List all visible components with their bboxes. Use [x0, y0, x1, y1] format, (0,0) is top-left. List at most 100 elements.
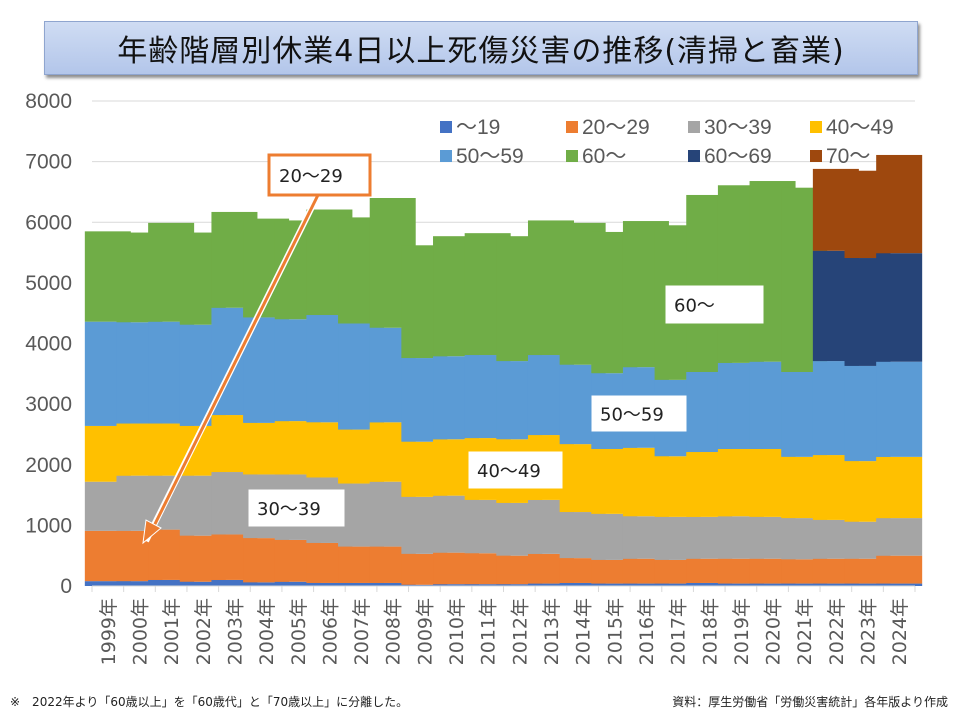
legend-swatch	[688, 150, 700, 162]
bar-segment	[369, 582, 416, 586]
y-tick-label: 7000	[25, 151, 72, 174]
annotation-callout: 20～29	[142, 153, 372, 545]
x-tick-label: 2017年	[668, 598, 690, 665]
bar-segment	[148, 579, 195, 586]
bar-segment	[179, 581, 226, 586]
x-tick-label: 2021年	[794, 598, 816, 665]
y-tick-label: 2000	[25, 454, 72, 477]
annotation-label: 30～39	[257, 499, 321, 520]
bar-segment	[306, 582, 353, 586]
annotation-callout: 30～39	[245, 486, 348, 530]
annotation-label: 40～49	[477, 461, 541, 482]
bar-segment	[591, 583, 638, 586]
x-tick-label: 2007年	[351, 598, 373, 665]
legend-label: 20～29	[582, 116, 650, 139]
bar-segment	[622, 583, 669, 586]
x-tick-label: 1999年	[98, 598, 120, 665]
bar-segment	[433, 584, 480, 586]
bar-segment	[876, 456, 923, 519]
legend-item: ～19	[440, 116, 500, 139]
x-tick-label: 2020年	[763, 598, 785, 665]
x-tick-label: 2014年	[573, 598, 595, 665]
legend-label: 50～59	[456, 145, 524, 168]
bar-segment	[749, 583, 796, 586]
chart-title: 年齢階層別休業4日以上死傷災害の推移(清掃と畜業)	[44, 21, 918, 75]
bar-segment	[338, 582, 385, 586]
y-tick-label: 0	[60, 575, 72, 598]
bar-segment	[84, 581, 131, 586]
bar-segment	[781, 583, 828, 586]
y-tick-label: 3000	[25, 393, 72, 416]
footnote-note: ※ 2022年より「60歳以上」を「60歳代」と「70歳以上」に分離した。	[10, 695, 409, 709]
legend-item: 20～29	[566, 116, 650, 139]
bar-segment	[876, 555, 923, 584]
y-axis-ticks: 0 1000 2000 3000 4000 5000 6000 7000 8000	[25, 90, 72, 598]
legend-label: ～19	[456, 116, 500, 139]
annotation-callout: 60～	[662, 282, 767, 327]
annotation-box	[662, 282, 767, 327]
x-tick-label: 2005年	[288, 598, 310, 665]
x-tick-label: 2010年	[446, 598, 468, 665]
x-tick-label: 2015年	[604, 598, 626, 665]
arrow-head-icon	[142, 519, 162, 545]
bar-segment	[686, 582, 733, 586]
x-tick-label: 2006年	[319, 598, 341, 665]
legend-swatch	[566, 121, 578, 133]
annotation-box	[588, 392, 690, 435]
annotation-box	[245, 486, 348, 530]
legend-label: 60～	[582, 145, 626, 168]
x-tick-label: 2013年	[541, 598, 563, 665]
legend-label: 70～	[826, 145, 870, 168]
annotations: 20～29 30～39 40～49 50～59 60～	[142, 153, 767, 545]
annotation-box	[465, 448, 566, 492]
legend-swatch	[440, 150, 452, 162]
bars	[84, 154, 923, 586]
bar-segment	[559, 582, 606, 586]
bar-segment	[243, 582, 290, 586]
x-tick-label: 2004年	[256, 598, 278, 665]
bar-segment	[812, 583, 859, 586]
bar-segment	[527, 583, 574, 586]
x-tick-label: 2008年	[383, 598, 405, 665]
bar-segment	[211, 579, 258, 586]
bar-stack	[876, 154, 923, 586]
bar-segment	[876, 154, 923, 254]
bar-segment	[876, 253, 923, 362]
arrow-line	[150, 194, 320, 531]
legend-swatch	[688, 121, 700, 133]
bar-segment	[717, 583, 764, 586]
y-tick-label: 1000	[25, 514, 72, 537]
annotation-box	[267, 153, 372, 197]
legend-label: 30～39	[704, 116, 772, 139]
legend-swatch	[810, 150, 822, 162]
x-tick-label: 2018年	[699, 598, 721, 665]
legend-swatch	[566, 150, 578, 162]
y-tick-label: 4000	[25, 333, 72, 356]
annotation-callout: 40～49	[465, 448, 566, 492]
bar-segment	[876, 518, 923, 556]
x-axis-ticks: 1999年 2000年 2001年 2002年 2003年 2004年 2005年 2006年…	[98, 598, 911, 665]
annotation-callout: 50～59	[588, 392, 690, 435]
legend-item: 30～39	[688, 116, 772, 139]
x-tick-label: 2012年	[509, 598, 531, 665]
annotation-label: 20～29	[279, 166, 343, 187]
bar-segment	[876, 583, 923, 586]
x-tick-label: 2003年	[224, 598, 246, 665]
bar-segment	[876, 361, 923, 457]
x-tick-label: 2019年	[731, 598, 753, 665]
legend-item: 50～59	[440, 145, 524, 168]
y-tick-label: 8000	[25, 90, 72, 113]
legend-item: 60～69	[688, 145, 772, 168]
legend-item: 70～	[810, 145, 870, 168]
y-tick-label: 5000	[25, 272, 72, 295]
legend-label: 40～49	[826, 116, 894, 139]
x-tick-label: 2001年	[161, 598, 183, 665]
x-tick-label: 2000年	[129, 598, 151, 665]
legend-label: 60～69	[704, 145, 772, 168]
x-tick-label: 2016年	[636, 598, 658, 665]
x-tick-label: 2023年	[858, 598, 880, 665]
legend-item: 40～49	[810, 116, 894, 139]
annotation-label: 50～59	[600, 405, 664, 426]
legend: ～19 20～29 30～39 40～49 50～59 60～ 60～69 70～	[440, 116, 894, 168]
